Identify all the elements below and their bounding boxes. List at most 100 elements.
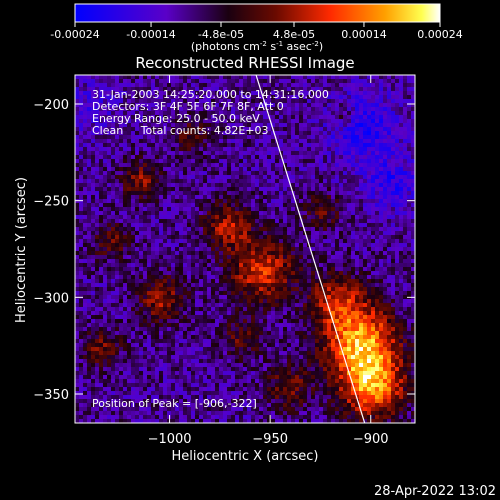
heatmap-cell bbox=[227, 91, 232, 96]
heatmap-cell bbox=[247, 315, 252, 320]
heatmap-cell bbox=[87, 75, 92, 80]
heatmap-cell bbox=[259, 247, 264, 252]
heatmap-cell bbox=[163, 175, 168, 180]
heatmap-cell bbox=[191, 303, 196, 308]
heatmap-cell bbox=[239, 355, 244, 360]
heatmap-cell bbox=[207, 279, 212, 284]
heatmap-cell bbox=[147, 91, 152, 96]
heatmap-cell bbox=[159, 111, 164, 116]
heatmap-cell bbox=[107, 131, 112, 136]
heatmap-cell bbox=[251, 331, 256, 336]
heatmap-cell bbox=[251, 303, 256, 308]
heatmap-cell bbox=[179, 139, 184, 144]
heatmap-cell bbox=[163, 375, 168, 380]
heatmap-cell bbox=[127, 127, 132, 132]
heatmap-cell bbox=[211, 267, 216, 272]
heatmap-cell bbox=[239, 235, 244, 240]
heatmap-cell bbox=[227, 339, 232, 344]
heatmap-cell bbox=[187, 275, 192, 280]
heatmap-cell bbox=[247, 107, 252, 112]
heatmap-cell bbox=[227, 379, 232, 384]
heatmap-cell bbox=[111, 399, 116, 404]
heatmap-cell bbox=[211, 367, 216, 372]
heatmap-cell bbox=[279, 283, 284, 288]
heatmap-cell bbox=[227, 311, 232, 316]
heatmap-cell bbox=[87, 359, 92, 364]
heatmap-cell bbox=[111, 343, 116, 348]
heatmap-cell bbox=[147, 271, 152, 276]
heatmap-cell bbox=[87, 155, 92, 160]
heatmap-cell bbox=[275, 195, 280, 200]
heatmap-cell bbox=[231, 191, 236, 196]
heatmap-cell bbox=[83, 187, 88, 192]
heatmap-cell bbox=[83, 251, 88, 256]
heatmap-cell bbox=[199, 387, 204, 392]
heatmap-cell bbox=[75, 123, 80, 128]
heatmap-cell bbox=[151, 127, 156, 132]
heatmap-cell bbox=[107, 259, 112, 264]
heatmap-cell bbox=[139, 259, 144, 264]
heatmap-cell bbox=[259, 299, 264, 304]
heatmap-cell bbox=[219, 131, 224, 136]
heatmap-cell bbox=[147, 291, 152, 296]
heatmap-cell bbox=[263, 351, 268, 356]
heatmap-cell bbox=[255, 299, 260, 304]
heatmap-cell bbox=[287, 227, 292, 232]
heatmap-cell bbox=[155, 371, 160, 376]
heatmap-cell bbox=[139, 391, 144, 396]
heatmap-cell bbox=[127, 315, 132, 320]
heatmap-cell bbox=[163, 235, 168, 240]
heatmap-cell bbox=[295, 219, 300, 224]
heatmap-cell bbox=[291, 151, 296, 156]
heatmap-cell bbox=[271, 311, 276, 316]
heatmap-cell bbox=[287, 367, 292, 372]
heatmap-cell bbox=[95, 159, 100, 164]
heatmap-cell bbox=[247, 255, 252, 260]
heatmap-cell bbox=[95, 195, 100, 200]
heatmap-cell bbox=[175, 339, 180, 344]
heatmap-cell bbox=[203, 163, 208, 168]
heatmap-cell bbox=[275, 143, 280, 148]
heatmap-cell bbox=[243, 75, 248, 80]
heatmap-cell bbox=[91, 215, 96, 220]
heatmap-cell bbox=[91, 235, 96, 240]
heatmap-cell bbox=[191, 351, 196, 356]
heatmap-cell bbox=[291, 167, 296, 172]
heatmap-cell bbox=[139, 295, 144, 300]
heatmap-cell bbox=[203, 195, 208, 200]
heatmap-cell bbox=[151, 163, 156, 168]
heatmap-cell bbox=[135, 419, 140, 423]
heatmap-cell bbox=[91, 139, 96, 144]
heatmap-cell bbox=[123, 215, 128, 220]
heatmap-cell bbox=[171, 319, 176, 324]
heatmap-cell bbox=[119, 347, 124, 352]
heatmap-cell bbox=[295, 95, 300, 100]
heatmap-cell bbox=[143, 127, 148, 132]
heatmap-cell bbox=[227, 119, 232, 124]
heatmap-cell bbox=[163, 399, 168, 404]
heatmap-cell bbox=[255, 359, 260, 364]
heatmap-cell bbox=[219, 79, 224, 84]
heatmap-cell bbox=[215, 127, 220, 132]
heatmap-cell bbox=[215, 183, 220, 188]
heatmap-cell bbox=[155, 203, 160, 208]
heatmap-cell bbox=[115, 95, 120, 100]
heatmap-cell bbox=[239, 407, 244, 412]
heatmap-cell bbox=[215, 379, 220, 384]
heatmap-cell bbox=[199, 259, 204, 264]
heatmap-cell bbox=[275, 187, 280, 192]
heatmap-cell bbox=[143, 407, 148, 412]
heatmap-cell bbox=[239, 187, 244, 192]
heatmap-cell bbox=[123, 291, 128, 296]
heatmap-cell bbox=[255, 283, 260, 288]
heatmap-cell bbox=[235, 283, 240, 288]
heatmap-cell bbox=[183, 419, 188, 423]
heatmap-cell bbox=[211, 167, 216, 172]
heatmap-cell bbox=[295, 103, 300, 108]
heatmap-cell bbox=[83, 339, 88, 344]
heatmap-cell bbox=[259, 87, 264, 92]
heatmap-cell bbox=[139, 211, 144, 216]
heatmap-cell bbox=[195, 223, 200, 228]
heatmap-cell bbox=[127, 367, 132, 372]
heatmap-cell bbox=[183, 279, 188, 284]
